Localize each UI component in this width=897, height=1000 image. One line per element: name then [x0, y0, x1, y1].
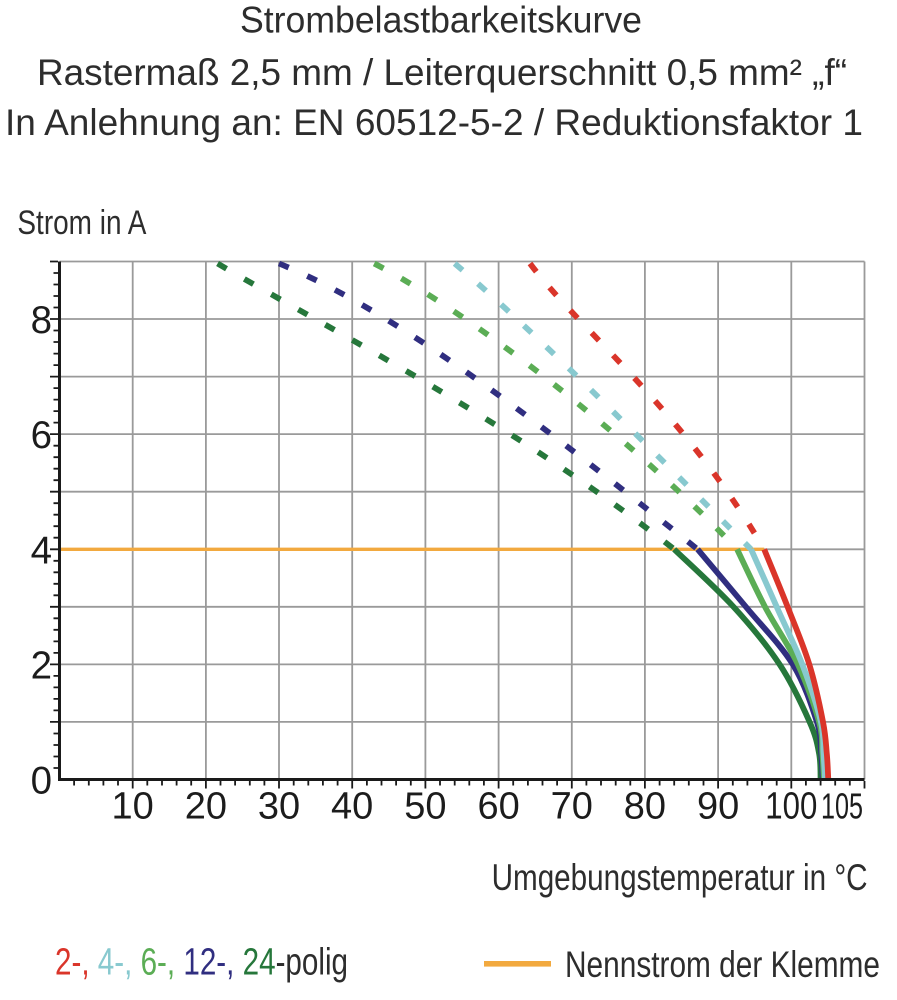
svg-text:90: 90 [697, 786, 739, 828]
svg-text:70: 70 [551, 786, 593, 828]
svg-text:Strom in A: Strom in A [17, 204, 146, 242]
svg-text:In Anlehnung an: EN 60512-5-2: In Anlehnung an: EN 60512-5-2 / Reduktio… [5, 102, 863, 143]
svg-text:2: 2 [31, 644, 52, 687]
svg-text:Umgebungstemperatur in °C: Umgebungstemperatur in °C [492, 857, 868, 898]
svg-text:40: 40 [331, 786, 373, 828]
svg-text:105: 105 [821, 786, 863, 827]
svg-text:20: 20 [185, 786, 227, 828]
svg-text:10: 10 [112, 786, 154, 828]
svg-text:100: 100 [765, 786, 817, 828]
svg-text:4: 4 [31, 529, 52, 572]
svg-text:Rastermaß 2,5 mm / Leiterquers: Rastermaß 2,5 mm / Leiterquerschnitt 0,5… [37, 52, 847, 93]
svg-text:0: 0 [31, 760, 52, 803]
svg-text:Nennstrom der Klemme: Nennstrom der Klemme [565, 944, 880, 985]
svg-text:80: 80 [624, 786, 666, 828]
svg-text:2-, 4-, 6-, 12-, 24-polig: 2-, 4-, 6-, 12-, 24-polig [55, 942, 348, 984]
svg-text:60: 60 [477, 786, 519, 828]
svg-text:50: 50 [404, 786, 446, 828]
svg-text:Strombelastbarkeitskurve: Strombelastbarkeitskurve [240, 0, 642, 41]
svg-text:30: 30 [258, 786, 300, 828]
svg-text:6: 6 [31, 414, 52, 457]
svg-text:8: 8 [31, 299, 52, 342]
